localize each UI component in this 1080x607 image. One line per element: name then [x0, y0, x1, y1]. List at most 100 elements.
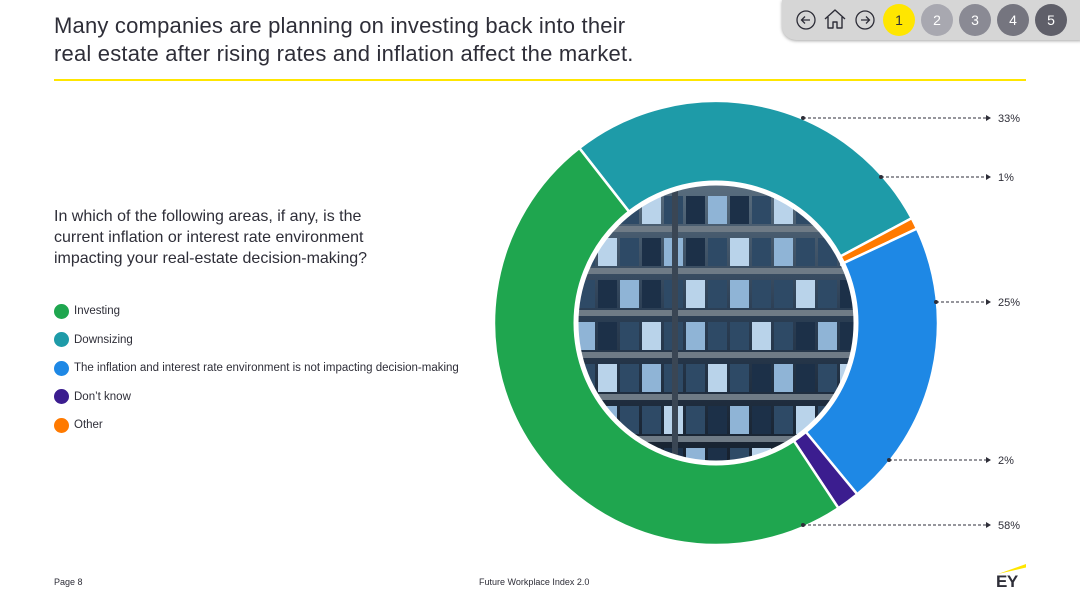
- building-window: [598, 322, 617, 350]
- legend-item-not-impacting: The inflation and interest rate environm…: [54, 354, 459, 383]
- legend-swatch: [54, 332, 69, 348]
- navigation-bar: 1 2 3 4 5: [782, 0, 1080, 40]
- building-window: [620, 364, 639, 392]
- building-window: [752, 406, 771, 434]
- building-window: [752, 238, 771, 266]
- building-window: [774, 322, 793, 350]
- building-window: [796, 280, 815, 308]
- building-window: [686, 280, 705, 308]
- building-window: [686, 196, 705, 224]
- building-window: [730, 238, 749, 266]
- page-title: Many companies are planning on investing…: [54, 13, 634, 66]
- building-column: [672, 184, 678, 462]
- building-window: [642, 364, 661, 392]
- building-floor-slab: [577, 352, 855, 358]
- building-window: [598, 280, 617, 308]
- arrow-right-icon[interactable]: [853, 8, 877, 32]
- building-window: [598, 238, 617, 266]
- slice-value-label: 33%: [998, 113, 1020, 125]
- legend-item-other: Other: [54, 411, 459, 440]
- legend-swatch: [54, 417, 69, 433]
- page-button-1[interactable]: 1: [883, 4, 915, 36]
- building-window: [796, 238, 815, 266]
- legend-swatch: [54, 389, 69, 405]
- building-window: [796, 322, 815, 350]
- legend-swatch: [54, 360, 69, 376]
- building-window: [708, 364, 727, 392]
- building-window: [730, 196, 749, 224]
- building-floor-slab: [577, 226, 855, 232]
- home-icon[interactable]: [822, 6, 848, 32]
- building-window: [774, 238, 793, 266]
- title-divider: [54, 79, 1026, 81]
- building-window: [708, 406, 727, 434]
- building-window: [686, 238, 705, 266]
- building-window: [752, 196, 771, 224]
- legend-label: The inflation and interest rate environm…: [74, 362, 459, 375]
- building-window: [708, 196, 727, 224]
- building-window: [730, 322, 749, 350]
- legend-item-investing: Investing: [54, 297, 459, 326]
- building-floor-slab: [577, 394, 855, 400]
- building-window: [686, 322, 705, 350]
- building-window: [708, 238, 727, 266]
- page-number: Page 8: [54, 577, 83, 587]
- report-name: Future Workplace Index 2.0: [479, 577, 590, 587]
- building-window: [730, 280, 749, 308]
- legend-label: Investing: [74, 305, 121, 318]
- page-button-5[interactable]: 5: [1035, 4, 1067, 36]
- leader-arrow: [986, 115, 991, 121]
- building-window: [686, 364, 705, 392]
- page-button-2[interactable]: 2: [921, 4, 953, 36]
- building-window: [840, 322, 855, 350]
- building-floor-slab: [577, 436, 855, 442]
- page-button-3[interactable]: 3: [959, 4, 991, 36]
- arrow-left-icon[interactable]: [794, 8, 818, 32]
- building-window: [642, 406, 661, 434]
- leader-arrow: [986, 522, 991, 528]
- building-window: [796, 364, 815, 392]
- slice-value-label: 25%: [998, 297, 1020, 309]
- survey-question: In which of the following areas, if any,…: [54, 208, 368, 267]
- building-window: [752, 364, 771, 392]
- building-window: [708, 448, 727, 462]
- building-window: [620, 280, 639, 308]
- center-image-border: [573, 180, 859, 466]
- legend-label: Other: [74, 419, 103, 432]
- legend-item-downsizing: Downsizing: [54, 326, 459, 355]
- building-window: [686, 406, 705, 434]
- slice-value-label: 2%: [998, 455, 1014, 467]
- building-window: [818, 322, 837, 350]
- building-window: [642, 238, 661, 266]
- building-window: [620, 238, 639, 266]
- building-floor-slab: [577, 310, 855, 316]
- building-window: [818, 364, 837, 392]
- legend-label: Don’t know: [74, 390, 131, 403]
- leader-arrow: [986, 457, 991, 463]
- building-window: [708, 280, 727, 308]
- building-window: [730, 406, 749, 434]
- building-window: [774, 364, 793, 392]
- building-window: [642, 280, 661, 308]
- building-window: [642, 322, 661, 350]
- logo-beam-icon: [998, 564, 1026, 574]
- building-window: [730, 364, 749, 392]
- legend-label: Downsizing: [74, 333, 133, 346]
- leader-arrow: [986, 299, 991, 305]
- page-button-4[interactable]: 4: [997, 4, 1029, 36]
- building-window: [620, 322, 639, 350]
- building-window: [598, 364, 617, 392]
- logo-text: EY: [996, 572, 1018, 591]
- building-window: [818, 280, 837, 308]
- building-floor-slab: [577, 268, 855, 274]
- building-window: [577, 322, 595, 350]
- building-window: [752, 280, 771, 308]
- legend-item-dont-know: Don’t know: [54, 383, 459, 412]
- building-window: [708, 322, 727, 350]
- leader-arrow: [986, 174, 991, 180]
- chart-legend: Investing Downsizing The inflation and i…: [54, 297, 459, 440]
- building-window: [774, 406, 793, 434]
- ey-logo: EY: [996, 562, 1026, 592]
- slice-value-label: 58%: [998, 520, 1020, 532]
